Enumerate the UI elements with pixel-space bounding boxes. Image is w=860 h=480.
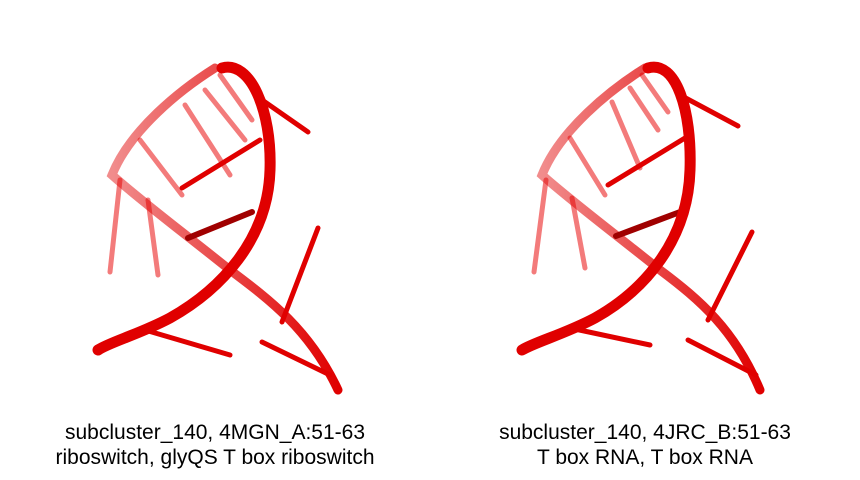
structure-caption-left: subcluster_140, 4MGN_A:51-63 riboswitch,… <box>0 420 430 470</box>
caption-subtitle-left: riboswitch, glyQS T box riboswitch <box>55 446 375 469</box>
structure-panel-left: subcluster_140, 4MGN_A:51-63 riboswitch,… <box>0 61 430 470</box>
base-rung-dark <box>613 209 683 239</box>
structure-caption-right: subcluster_140, 4JRC_B:51-63 T box RNA, … <box>430 420 860 470</box>
rna-cartoon-image-right <box>516 61 765 395</box>
backbone-front-strand <box>92 61 276 356</box>
base-rungs-back <box>107 72 255 278</box>
caption-title-left: subcluster_140, 4MGN_A:51-63 <box>65 421 365 444</box>
caption-subtitle-right: T box RNA, T box RNA <box>537 446 753 469</box>
backbone-back-strand <box>106 63 343 395</box>
backbone-front-strand <box>516 61 696 356</box>
backbone-back-strand <box>536 63 765 395</box>
structure-panel-right: subcluster_140, 4JRC_B:51-63 T box RNA, … <box>430 0 860 480</box>
caption-title-right: subcluster_140, 4JRC_B:51-63 <box>499 421 791 444</box>
base-rung-dark <box>185 209 255 241</box>
rna-cartoon-image-left <box>92 61 343 395</box>
base-rungs-front <box>567 92 759 378</box>
base-rungs-back <box>531 72 671 275</box>
